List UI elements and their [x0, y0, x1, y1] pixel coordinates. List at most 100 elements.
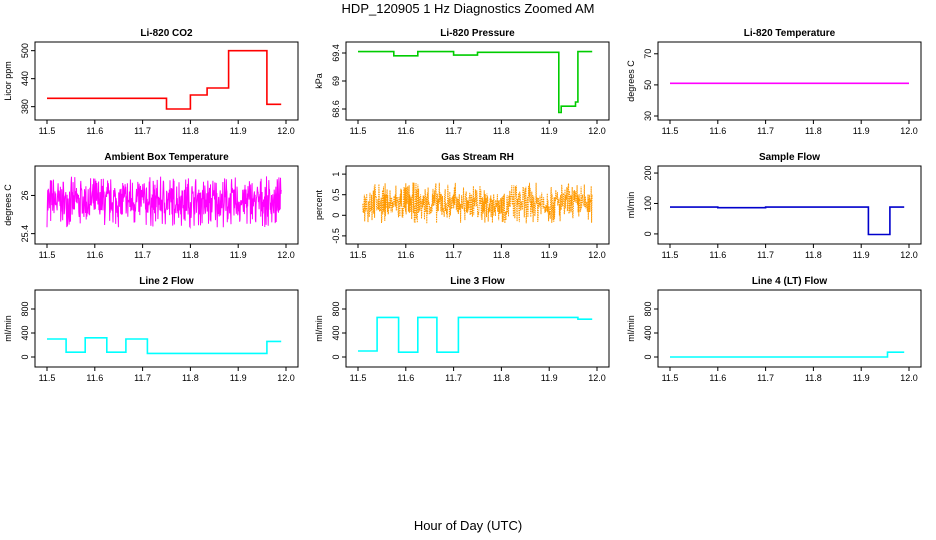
- ambient-box-temperature-y-tick-label: 26: [20, 190, 30, 200]
- li-820-co2-series-line: [47, 49, 282, 110]
- li-820-co2-x-tick-label: 11.5: [39, 126, 56, 136]
- line-4-lt-flow-x-tick-label: 11.7: [757, 373, 774, 383]
- li-820-temperature-plot-frame: [657, 41, 922, 121]
- li-820-co2-x-tick-label: 11.9: [230, 126, 247, 136]
- li-820-pressure-series-line: [358, 50, 593, 114]
- sample-flow-series-line: [670, 206, 905, 236]
- sample-flow-x-tick-label: 11.5: [662, 250, 679, 260]
- gas-stream-rh-plot-frame: [345, 165, 610, 245]
- line-4-lt-flow-x-tick-label: 11.9: [853, 373, 870, 383]
- li-820-temperature-y-tick-label: 30: [643, 111, 653, 121]
- li-820-co2-x-tick-label: 11.6: [86, 126, 103, 136]
- li-820-co2-y-axis-label: Licor ppm: [3, 61, 13, 101]
- sample-flow-y-tick-label: 0: [643, 231, 653, 236]
- li-820-co2-x-tick-label: 11.7: [134, 126, 151, 136]
- gas-stream-rh-series-line: [362, 182, 593, 224]
- ambient-box-temperature-x-tick-label: 11.6: [86, 250, 103, 260]
- line-2-flow-plot-frame: [34, 289, 299, 368]
- li-820-co2-title: Li-820 CO2: [140, 28, 193, 39]
- li-820-temperature-x-tick-label: 11.9: [853, 126, 870, 136]
- line-3-flow-y-tick-label: 0: [331, 354, 341, 359]
- line-4-lt-flow-x-tick-label: 11.8: [805, 373, 822, 383]
- li-820-pressure-x-tick-label: 11.9: [541, 126, 558, 136]
- ambient-box-temperature-x-tick-label: 11.8: [182, 250, 199, 260]
- gas-stream-rh-x-tick-label: 11.9: [541, 250, 558, 260]
- line-4-lt-flow-plot-frame: [657, 289, 922, 368]
- line-4-lt-flow-x-tick-label: 11.6: [709, 373, 726, 383]
- line-4-lt-flow-y-tick-label: 0: [643, 354, 653, 359]
- li-820-pressure-y-tick-label: 69.4: [331, 44, 341, 62]
- li-820-pressure-title: Li-820 Pressure: [440, 28, 515, 39]
- gas-stream-rh-y-tick-label: 0.5: [331, 188, 341, 201]
- line-3-flow-plot-frame: [345, 289, 610, 368]
- li-820-temperature-x-tick-label: 11.6: [709, 126, 726, 136]
- gas-stream-rh-x-tick-label: 11.6: [397, 250, 414, 260]
- page-title: HDP_120905 1 Hz Diagnostics Zoomed AM: [341, 1, 595, 16]
- ambient-box-temperature-series-line: [46, 176, 282, 230]
- ambient-box-temperature-x-tick-label: 12.0: [277, 250, 295, 260]
- line-3-flow-x-tick-label: 11.7: [445, 373, 462, 383]
- li-820-temperature-y-tick-label: 50: [643, 80, 653, 90]
- li-820-temperature-x-tick-label: 11.7: [757, 126, 774, 136]
- gas-stream-rh-title: Gas Stream RH: [441, 152, 514, 163]
- ambient-box-temperature-y-axis-label: degrees C: [3, 184, 13, 226]
- line-4-lt-flow-y-tick-label: 800: [643, 301, 653, 316]
- sample-flow-x-tick-label: 11.8: [805, 250, 822, 260]
- line-3-flow-y-axis-label: ml/min: [314, 315, 324, 342]
- line-3-flow-x-tick-label: 11.9: [541, 373, 558, 383]
- li-820-temperature-x-tick-label: 11.5: [662, 126, 679, 136]
- line-3-flow-title: Line 3 Flow: [450, 276, 505, 287]
- ambient-box-temperature-title: Ambient Box Temperature: [104, 152, 229, 163]
- li-820-pressure-x-tick-label: 12.0: [588, 126, 606, 136]
- li-820-pressure-x-tick-label: 11.5: [350, 126, 367, 136]
- gas-stream-rh-x-tick-label: 11.5: [350, 250, 367, 260]
- line-2-flow-x-tick-label: 11.9: [230, 373, 247, 383]
- line-3-flow-x-tick-label: 12.0: [588, 373, 606, 383]
- li-820-pressure-y-axis-label: kPa: [314, 73, 324, 89]
- line-4-lt-flow-title: Line 4 (LT) Flow: [752, 276, 828, 287]
- x-axis-title: Hour of Day (UTC): [413, 518, 523, 533]
- ambient-box-temperature-plot-frame: [34, 165, 299, 245]
- gas-stream-rh-x-tick-label: 12.0: [588, 250, 606, 260]
- line-2-flow-x-tick-label: 11.8: [182, 373, 199, 383]
- sample-flow-x-tick-label: 11.9: [853, 250, 870, 260]
- line-4-lt-flow-y-axis-label: ml/min: [626, 315, 636, 342]
- line-2-flow-y-axis-label: ml/min: [3, 315, 13, 342]
- sample-flow-y-axis-label: ml/min: [626, 192, 636, 219]
- li-820-co2-y-tick-label: 500: [20, 43, 30, 58]
- ambient-box-temperature-x-tick-label: 11.5: [39, 250, 56, 260]
- li-820-temperature-title: Li-820 Temperature: [744, 28, 836, 39]
- gas-stream-rh-y-tick-label: -0.5: [331, 228, 341, 244]
- line-2-flow-title: Line 2 Flow: [139, 276, 194, 287]
- line-4-lt-flow-x-tick-label: 12.0: [900, 373, 918, 383]
- line-2-flow-x-tick-label: 12.0: [277, 373, 295, 383]
- gas-stream-rh-x-tick-label: 11.8: [493, 250, 510, 260]
- line-2-flow-x-tick-label: 11.5: [39, 373, 56, 383]
- line-4-lt-flow-series-line: [670, 351, 905, 358]
- li-820-co2-x-tick-label: 11.8: [182, 126, 199, 136]
- li-820-temperature-x-tick-label: 12.0: [900, 126, 918, 136]
- li-820-pressure-x-tick-label: 11.6: [397, 126, 414, 136]
- li-820-co2-y-tick-label: 380: [20, 99, 30, 114]
- line-2-flow-y-tick-label: 0: [20, 354, 30, 359]
- li-820-pressure-x-tick-label: 11.7: [445, 126, 462, 136]
- line-2-flow-y-tick-label: 800: [20, 301, 30, 316]
- sample-flow-title: Sample Flow: [759, 152, 820, 163]
- line-3-flow-x-tick-label: 11.6: [397, 373, 414, 383]
- line-4-lt-flow-x-tick-label: 11.5: [662, 373, 679, 383]
- line-3-flow-x-tick-label: 11.8: [493, 373, 510, 383]
- ambient-box-temperature-x-tick-label: 11.7: [134, 250, 151, 260]
- line-2-flow-series-line: [47, 336, 282, 355]
- sample-flow-y-tick-label: 100: [643, 196, 653, 211]
- line-3-flow-y-tick-label: 800: [331, 301, 341, 316]
- li-820-temperature-x-tick-label: 11.8: [805, 126, 822, 136]
- li-820-pressure-y-tick-label: 68.6: [331, 100, 341, 118]
- sample-flow-x-tick-label: 11.7: [757, 250, 774, 260]
- line-3-flow-x-tick-label: 11.5: [350, 373, 367, 383]
- li-820-co2-y-tick-label: 440: [20, 71, 30, 86]
- ambient-box-temperature-y-tick-label: 25.4: [20, 225, 30, 243]
- li-820-co2-plot-frame: [34, 41, 299, 121]
- li-820-pressure-x-tick-label: 11.8: [493, 126, 510, 136]
- li-820-co2-x-tick-label: 12.0: [277, 126, 295, 136]
- line-4-lt-flow-y-tick-label: 400: [643, 325, 653, 340]
